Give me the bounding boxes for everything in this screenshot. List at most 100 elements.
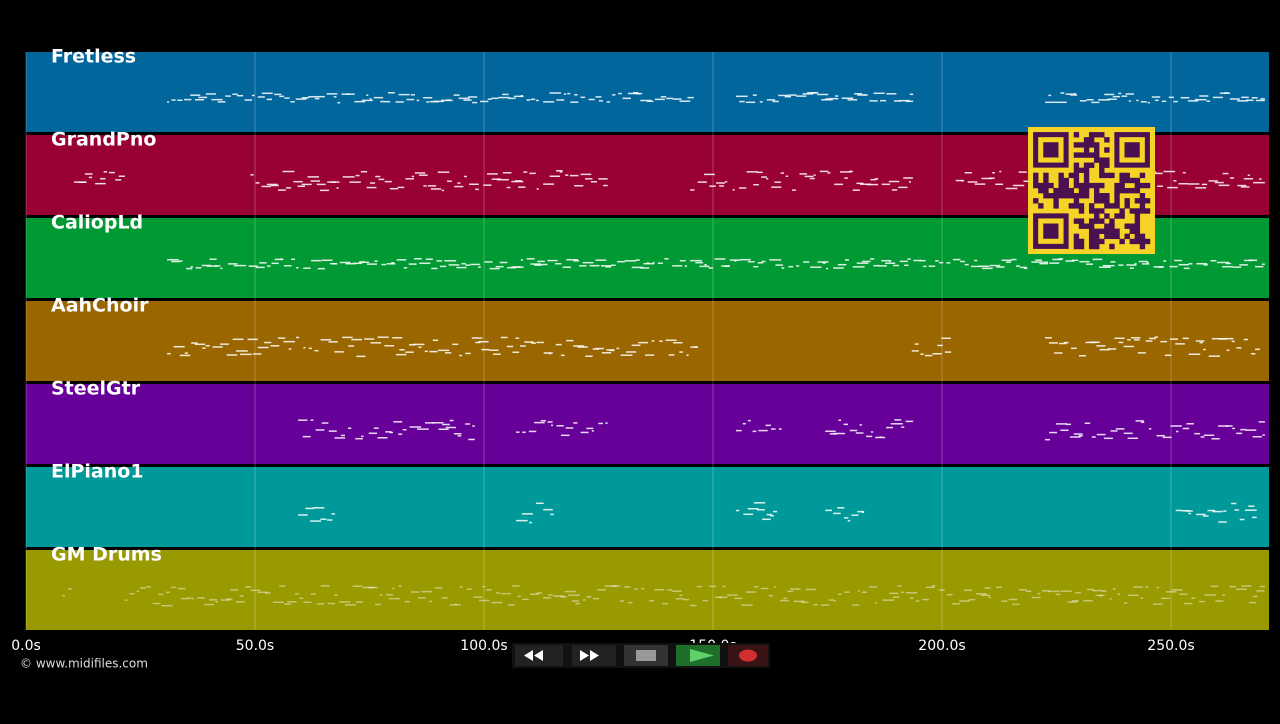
qr-module <box>1078 218 1085 224</box>
qr-module <box>1124 172 1130 179</box>
rewind-button[interactable] <box>515 645 563 666</box>
track-lane <box>26 384 1269 464</box>
qr-module <box>1124 203 1130 209</box>
stop-button[interactable] <box>624 645 668 666</box>
qr-module <box>1099 193 1105 199</box>
qr-module <box>1053 203 1059 209</box>
note-clip <box>470 258 688 270</box>
qr-module <box>1129 208 1135 214</box>
qr-module <box>1048 182 1054 189</box>
qr-module <box>1104 157 1110 163</box>
qr-module <box>1083 223 1090 229</box>
qr-module <box>1083 187 1090 194</box>
qr-module <box>1073 198 1080 204</box>
transport <box>512 643 770 668</box>
qr-module <box>1119 238 1125 245</box>
qr-module <box>1088 162 1095 168</box>
qr-module <box>1068 172 1075 179</box>
play-button[interactable] <box>676 645 720 666</box>
qr-module <box>1109 218 1115 224</box>
qr-module <box>1134 223 1141 229</box>
qr-module <box>1139 198 1146 204</box>
qr-module <box>1053 193 1059 199</box>
record-button[interactable] <box>728 645 768 666</box>
track-lane <box>26 467 1269 547</box>
qr-module <box>1124 233 1130 240</box>
qr-module <box>1088 223 1095 229</box>
qr-module <box>1073 233 1080 240</box>
qr-module <box>1139 193 1146 199</box>
qr-module <box>1094 238 1100 245</box>
qr-module <box>1099 167 1105 174</box>
qr-module <box>1058 177 1064 184</box>
qr-module <box>1114 203 1120 209</box>
track-name: CaliopLd <box>51 212 143 234</box>
qr-module <box>1114 187 1120 194</box>
qr-module <box>1053 198 1059 204</box>
qr-module <box>1134 213 1141 219</box>
qr-module <box>1109 243 1115 250</box>
qr-module <box>1058 172 1064 179</box>
qr-module <box>1119 182 1125 189</box>
qr-module <box>1063 182 1069 189</box>
qr-module <box>1114 213 1120 219</box>
qr-module <box>1134 218 1141 224</box>
qr-module <box>1083 147 1090 153</box>
note-clip <box>735 419 782 433</box>
track-lane <box>26 550 1269 630</box>
note-clip <box>825 507 865 522</box>
qr-module <box>1144 238 1151 245</box>
track-name: ElPiano1 <box>51 461 144 483</box>
track-name: GM Drums <box>51 544 162 566</box>
qr-module <box>1063 187 1069 194</box>
qr-module <box>1073 162 1080 168</box>
track-name: SteelGtr <box>51 378 141 400</box>
qr-module <box>1114 233 1120 240</box>
qr-module <box>1058 187 1064 194</box>
note-clip <box>250 170 608 192</box>
tick-label: 0.0s <box>11 638 41 654</box>
qr-module <box>1104 213 1110 219</box>
qr-module <box>1078 182 1085 189</box>
qr-module <box>1073 152 1080 158</box>
track-lane <box>26 52 1269 132</box>
qr-module <box>1073 177 1080 184</box>
qr-module <box>1088 152 1095 158</box>
qr-module <box>1119 177 1125 184</box>
qr-module <box>1094 152 1100 158</box>
note-clip <box>167 92 694 104</box>
qr-module <box>1129 223 1135 229</box>
tick-label: 250.0s <box>1147 638 1194 654</box>
qr-module <box>1078 243 1085 250</box>
qr-module <box>1033 177 1039 184</box>
qr-module <box>1104 233 1110 240</box>
note-clip <box>690 170 913 191</box>
fast-forward-button[interactable] <box>572 645 616 666</box>
qr-module <box>1119 208 1125 214</box>
qr-module <box>1144 182 1151 189</box>
qr-module <box>1094 132 1100 138</box>
qr-module <box>1068 193 1075 199</box>
qr-module <box>1078 167 1085 174</box>
qr-module <box>1134 177 1141 184</box>
qr-module <box>1083 172 1090 179</box>
qr-module <box>1073 243 1080 250</box>
qr-code <box>1028 127 1155 254</box>
track-name: GrandPno <box>51 129 156 151</box>
qr-module <box>1088 142 1095 148</box>
qr-module <box>1073 142 1080 148</box>
qr-module <box>1099 218 1105 224</box>
qr-module <box>1073 193 1080 199</box>
qr-module <box>1073 172 1080 179</box>
qr-module <box>1124 223 1130 229</box>
qr-module <box>1094 157 1100 163</box>
qr-module <box>1088 233 1095 240</box>
note-clip <box>911 337 952 357</box>
qr-module <box>1124 198 1130 204</box>
qr-module <box>1068 203 1075 209</box>
qr-module <box>1033 172 1039 179</box>
qr-module <box>1104 193 1110 199</box>
qr-module <box>1078 152 1085 158</box>
qr-module <box>1139 233 1146 240</box>
